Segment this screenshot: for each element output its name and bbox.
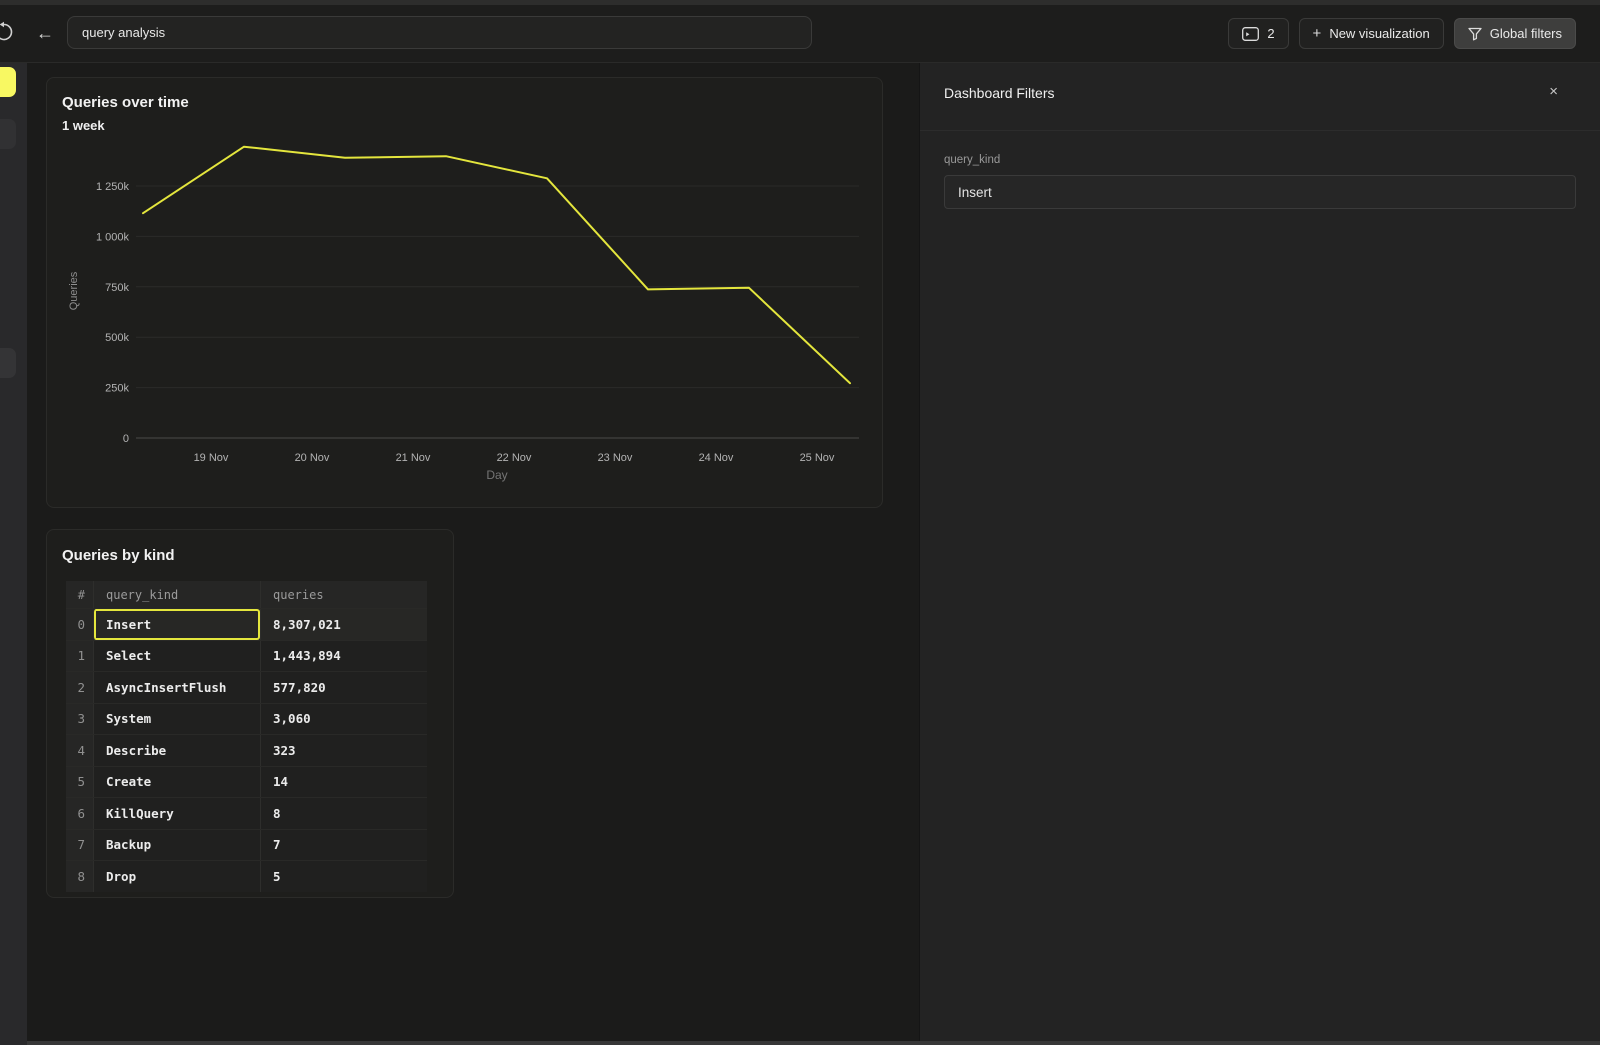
filters-panel-title: Dashboard Filters bbox=[944, 85, 1055, 101]
new-visualization-label: New visualization bbox=[1329, 26, 1430, 41]
panel-divider bbox=[920, 130, 1600, 131]
row-index: 2 bbox=[66, 672, 93, 703]
query-kind-cell[interactable]: System bbox=[93, 703, 260, 734]
queries-count-cell[interactable]: 7 bbox=[260, 829, 427, 860]
query-kind-cell[interactable]: Select bbox=[93, 640, 260, 671]
top-bar: ← 2 + New visualization Global filters bbox=[0, 5, 1600, 63]
y-tick-label: 0 bbox=[123, 433, 129, 445]
x-tick-label: 24 Nov bbox=[699, 452, 734, 464]
x-tick-label: 23 Nov bbox=[598, 452, 633, 464]
plus-icon: + bbox=[1312, 25, 1322, 42]
row-index: 5 bbox=[66, 766, 93, 797]
row-index: 8 bbox=[66, 861, 93, 892]
table-header-row: # query_kind queries bbox=[66, 581, 427, 608]
query-kind-cell[interactable]: KillQuery bbox=[93, 798, 260, 829]
queries-count-cell[interactable]: 14 bbox=[260, 766, 427, 797]
queries-by-kind-card: Queries by kind # query_kind queries 0 Inse… bbox=[46, 529, 454, 898]
x-tick-label: 22 Nov bbox=[497, 452, 532, 464]
row-index: 6 bbox=[66, 798, 93, 829]
y-tick-label: 1 250k bbox=[96, 181, 130, 193]
row-index: 3 bbox=[66, 703, 93, 734]
sidebar-item[interactable] bbox=[0, 119, 16, 149]
queries-count-cell[interactable]: 3,060 bbox=[260, 703, 427, 734]
global-filters-button[interactable]: Global filters bbox=[1453, 18, 1576, 49]
column-header: # bbox=[66, 581, 93, 608]
table-row: 5 Create 14 bbox=[66, 765, 427, 797]
queries-by-kind-table: # query_kind queries 0 Insert 8,307,021 1 Sele… bbox=[66, 581, 427, 892]
x-tick-label: 25 Nov bbox=[800, 452, 835, 464]
queries-count-cell[interactable]: 323 bbox=[260, 735, 427, 766]
history-refresh-icon[interactable] bbox=[0, 21, 15, 43]
row-index: 4 bbox=[66, 735, 93, 766]
table-row: 3 System 3,060 bbox=[66, 702, 427, 734]
filter-field-label: query_kind bbox=[944, 154, 1001, 166]
x-tick-label: 19 Nov bbox=[194, 452, 229, 464]
close-icon[interactable]: × bbox=[1549, 83, 1558, 100]
queries-chart-svg: 0 250k 500k 750k 1 000k 1 250k 19 Nov 20 Nov 21 … bbox=[68, 145, 859, 482]
new-visualization-button[interactable]: + New visualization bbox=[1298, 18, 1444, 49]
y-tick-label: 500k bbox=[105, 332, 129, 344]
y-tick-label: 250k bbox=[105, 383, 129, 395]
query-kind-cell[interactable]: Insert bbox=[93, 609, 260, 640]
chart-title: Queries over time bbox=[62, 94, 189, 111]
queries-count-cell[interactable]: 577,820 bbox=[260, 672, 427, 703]
table-row: 1 Select 1,443,894 bbox=[66, 639, 427, 671]
table-title: Queries by kind bbox=[62, 547, 175, 564]
table-row: 0 Insert 8,307,021 bbox=[66, 608, 427, 640]
queries-count-cell[interactable]: 8 bbox=[260, 798, 427, 829]
x-axis-title: Day bbox=[486, 468, 507, 482]
dashboard-filters-panel: Dashboard Filters × query_kind bbox=[919, 63, 1600, 1045]
window-bottom-edge bbox=[27, 1041, 1600, 1045]
chart-subtitle: 1 week bbox=[62, 118, 105, 133]
sidebar-item-active[interactable] bbox=[0, 67, 16, 97]
x-tick-label: 20 Nov bbox=[295, 452, 330, 464]
y-tick-label: 1 000k bbox=[96, 231, 130, 243]
left-sidebar-rail bbox=[0, 63, 27, 1045]
y-tick-label: 750k bbox=[105, 282, 129, 294]
queries-count-cell[interactable]: 8,307,021 bbox=[260, 609, 427, 640]
row-index: 7 bbox=[66, 829, 93, 860]
console-count: 2 bbox=[1267, 26, 1275, 41]
table-row: 8 Drop 5 bbox=[66, 860, 427, 892]
queries-line-series bbox=[142, 145, 851, 385]
row-index: 0 bbox=[66, 609, 93, 640]
query-kind-cell[interactable]: AsyncInsertFlush bbox=[93, 672, 260, 703]
query-kind-cell[interactable]: Backup bbox=[93, 829, 260, 860]
table-row: 4 Describe 323 bbox=[66, 734, 427, 766]
queries-over-time-card: Queries over time 1 week 0 250k 500k 750k 1 … bbox=[46, 77, 883, 508]
console-icon bbox=[1242, 26, 1260, 41]
global-filters-label: Global filters bbox=[1489, 26, 1562, 41]
table-row: 7 Backup 7 bbox=[66, 828, 427, 860]
queries-by-kind-table-body: 0 Insert 8,307,021 1 Select 1,443,894 2 AsyncIn… bbox=[66, 608, 427, 892]
table-row: 6 KillQuery 8 bbox=[66, 797, 427, 829]
queries-count-cell[interactable]: 1,443,894 bbox=[260, 640, 427, 671]
funnel-icon bbox=[1468, 27, 1482, 41]
x-tick-label: 21 Nov bbox=[396, 452, 431, 464]
dashboard-canvas: Queries over time 1 week 0 250k 500k 750k 1 … bbox=[27, 63, 919, 1045]
window-top-edge bbox=[0, 0, 1600, 5]
dashboard-title-input[interactable] bbox=[67, 16, 812, 49]
console-count-button[interactable]: 2 bbox=[1228, 18, 1289, 49]
queries-count-cell[interactable]: 5 bbox=[260, 861, 427, 892]
query-kind-cell[interactable]: Create bbox=[93, 766, 260, 797]
query-kind-filter-input[interactable] bbox=[944, 175, 1576, 209]
query-kind-cell[interactable]: Describe bbox=[93, 735, 260, 766]
top-bar-actions: 2 + New visualization Global filters bbox=[1228, 5, 1576, 62]
column-header: query_kind bbox=[93, 581, 260, 608]
column-header: queries bbox=[260, 581, 427, 608]
sidebar-item[interactable] bbox=[0, 348, 16, 378]
table-row: 2 AsyncInsertFlush 577,820 bbox=[66, 671, 427, 703]
row-index: 1 bbox=[66, 640, 93, 671]
back-button[interactable]: ← bbox=[36, 23, 54, 43]
query-kind-cell[interactable]: Drop bbox=[93, 861, 260, 892]
y-axis-title: Queries bbox=[68, 271, 80, 310]
